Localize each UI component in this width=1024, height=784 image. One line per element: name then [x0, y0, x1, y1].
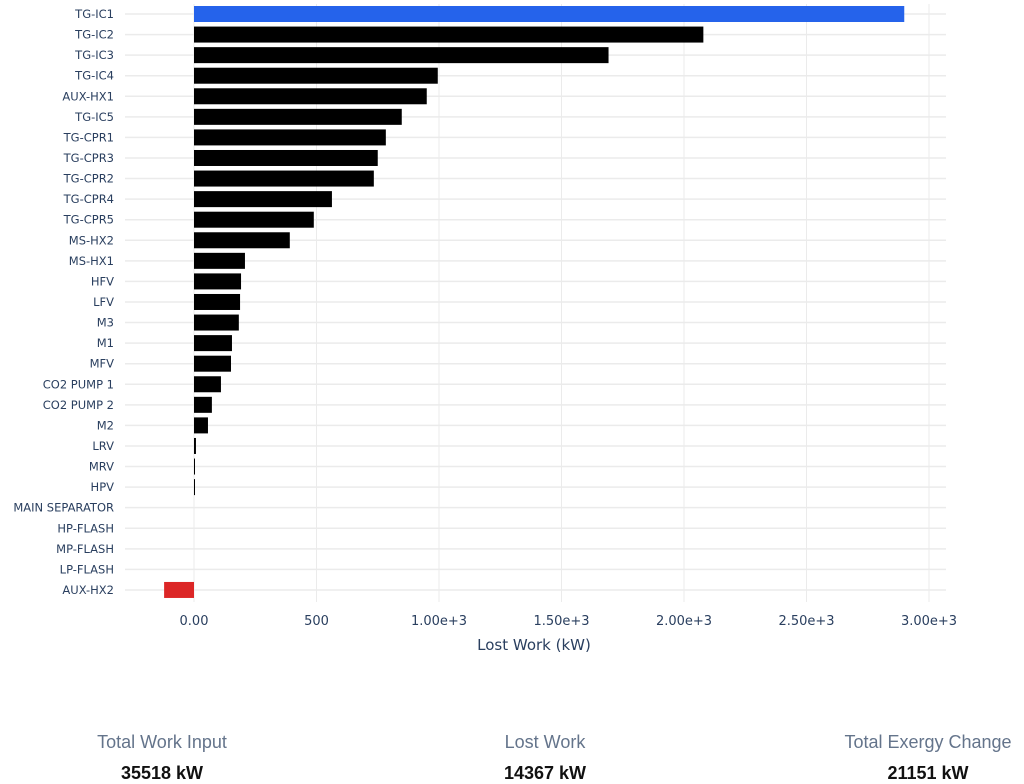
y-tick-label: M1 — [97, 336, 114, 350]
bar-co2-pump-2 — [194, 396, 212, 413]
bar-tg-ic5 — [194, 108, 402, 125]
y-tick-label: CO2 PUMP 1 — [43, 377, 114, 391]
bar-mrv — [194, 458, 195, 475]
y-tick-label: TG-IC1 — [74, 7, 114, 21]
bar-hpv — [194, 479, 195, 496]
y-tick-label: HFV — [91, 274, 114, 288]
y-tick-label: TG-CPR1 — [63, 130, 114, 144]
stat-value: 21151 kW — [887, 763, 969, 783]
bar-m3 — [194, 314, 239, 331]
x-tick-label: 2.00e+3 — [656, 614, 712, 629]
bar-aux-hx1 — [194, 88, 427, 105]
y-tick-label: MFV — [90, 357, 115, 371]
bar-m1 — [194, 335, 232, 352]
y-tick-label: MS-HX1 — [69, 254, 114, 268]
bar-tg-cpr4 — [194, 191, 332, 208]
lost-work-bar-chart: TG-IC1 TG-IC2 TG-IC3 TG-IC4 AUX-HX1 TG-IC5 TG-… — [13, 4, 957, 654]
bar-aux-hx2 — [164, 581, 194, 598]
x-tick-label: 3.00e+3 — [901, 614, 957, 629]
x-tick-label: 2.50e+3 — [778, 614, 834, 629]
bar-hfv — [194, 273, 242, 290]
y-tick-label: CO2 PUMP 2 — [43, 398, 114, 412]
bar-lrv — [194, 437, 196, 454]
stat-label: Lost Work — [504, 732, 586, 752]
y-tick-label: AUX-HX2 — [62, 583, 114, 597]
x-tick-label: 1.50e+3 — [533, 614, 589, 629]
y-tick-label: MP-FLASH — [56, 542, 114, 556]
y-tick-label: M2 — [97, 418, 114, 432]
x-tick-label: 1.00e+3 — [411, 614, 467, 629]
bar-tg-ic3 — [194, 47, 609, 64]
y-tick-label: HP-FLASH — [57, 521, 114, 535]
stat-total-work-input: Total Work Input 35518 kW — [42, 732, 282, 784]
bar-tg-cpr3 — [194, 149, 378, 166]
y-tick-label: AUX-HX1 — [62, 89, 114, 103]
y-tick-label: TG-CPR5 — [63, 213, 114, 227]
stat-value: 35518 kW — [120, 763, 204, 783]
stat-lost-work: Lost Work 14367 kW — [425, 732, 665, 784]
y-tick-label: TG-CPR3 — [63, 151, 114, 165]
y-tick-label: MS-HX2 — [69, 233, 114, 247]
y-tick-label: HPV — [91, 480, 115, 494]
y-tick-label: TG-IC3 — [74, 48, 114, 62]
x-axis-title: Lost Work (kW) — [477, 636, 591, 654]
bar-ms-hx2 — [194, 232, 290, 249]
stat-label: Total Exergy Change — [844, 732, 1012, 752]
y-tick-label: TG-IC5 — [74, 110, 114, 124]
y-tick-label: TG-IC4 — [74, 69, 114, 83]
x-tick-label: 0.00 — [180, 614, 209, 629]
stat-total-exergy-change: Total Exergy Change 21151 kW — [808, 732, 1024, 784]
bar-tg-cpr1 — [194, 129, 386, 146]
bar-tg-cpr5 — [194, 211, 314, 228]
y-tick-label: TG-CPR2 — [63, 172, 114, 186]
y-tick-label: MRV — [89, 460, 114, 474]
bar-lfv — [194, 293, 241, 310]
bar-ms-hx1 — [194, 252, 245, 269]
y-tick-label: LFV — [93, 295, 114, 309]
y-tick-label: LP-FLASH — [60, 562, 114, 576]
bar-tg-ic2 — [194, 26, 704, 43]
y-tick-label: MAIN SEPARATOR — [13, 501, 114, 515]
stat-label: Total Work Input — [97, 732, 227, 752]
bar-m2 — [194, 417, 208, 434]
bar-co2-pump-1 — [194, 376, 221, 393]
bar-tg-cpr2 — [194, 170, 374, 187]
y-tick-label: LRV — [92, 439, 114, 453]
y-tick-label: TG-IC2 — [74, 28, 114, 42]
y-tick-label: M3 — [97, 316, 114, 330]
bar-tg-ic1 — [194, 6, 905, 22]
bar-tg-ic4 — [194, 67, 438, 84]
bar-mfv — [194, 355, 231, 372]
x-tick-label: 500 — [304, 614, 329, 629]
stat-value: 14367 kW — [503, 763, 587, 783]
y-tick-label: TG-CPR4 — [63, 192, 114, 206]
